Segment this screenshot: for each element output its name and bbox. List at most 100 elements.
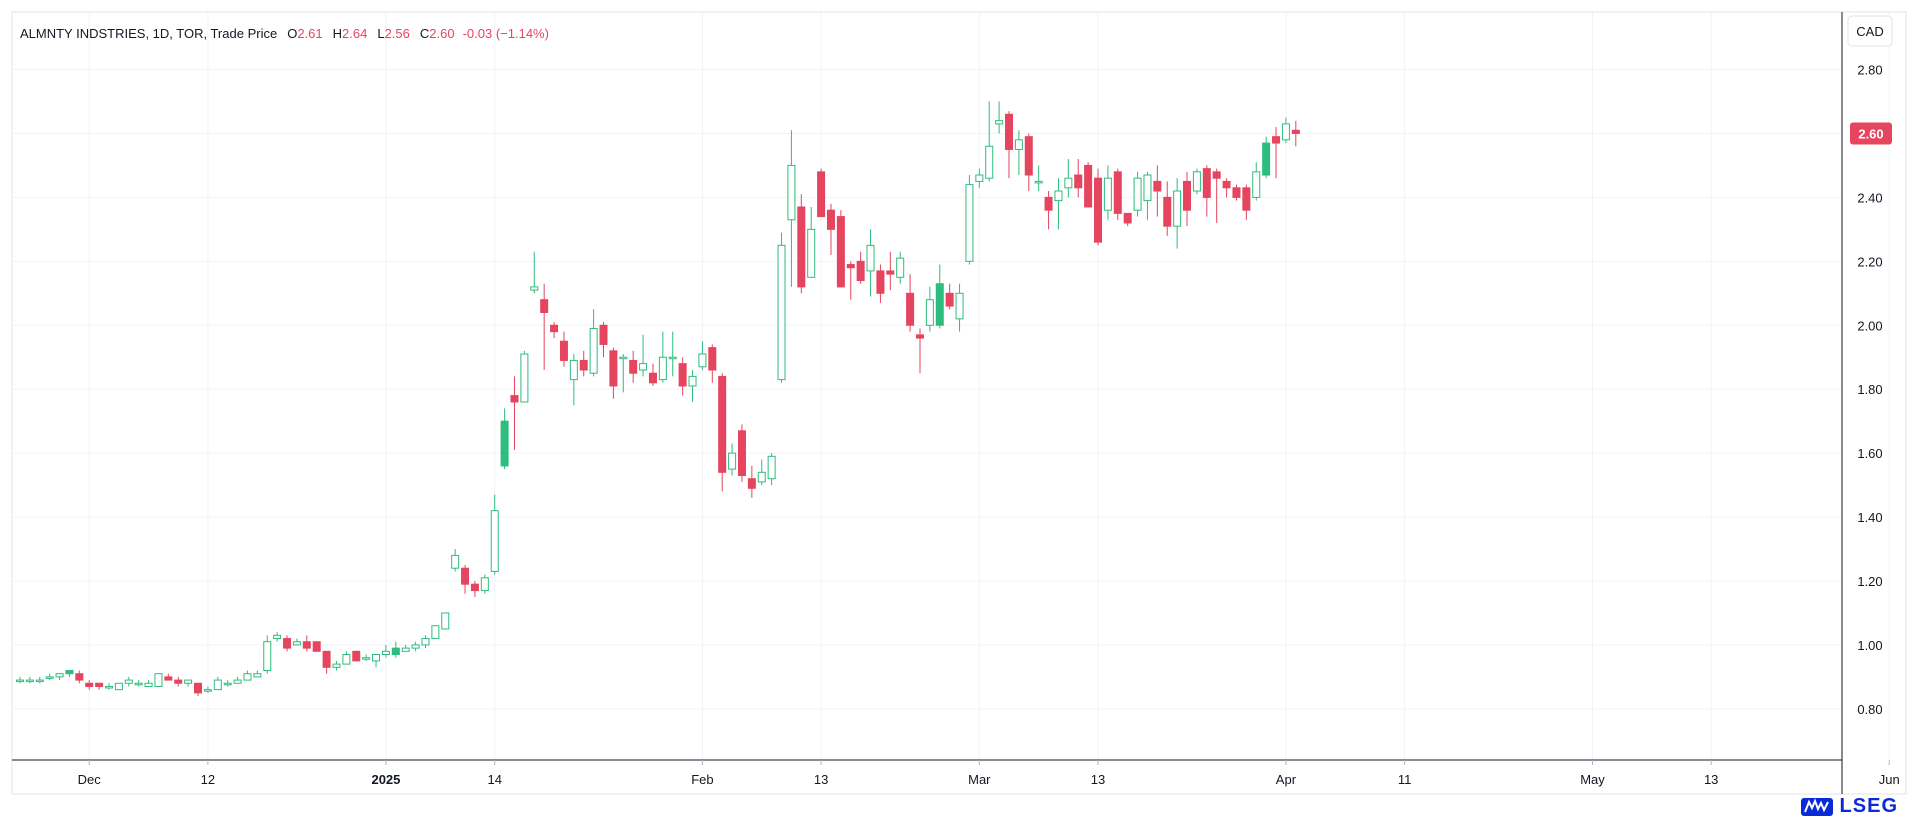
- candle: [391, 641, 400, 658]
- time-axis[interactable]: Dec 12 2025 14 Feb 13 Mar 13 Apr 11 May 13 Jun: [78, 760, 1900, 787]
- price-axis[interactable]: 0.80 1.00 1.20 1.40 1.60 1.80 2.00 2.20 2.40 2.60…: [1857, 63, 1882, 717]
- candle-body: [619, 356, 628, 360]
- candle-body: [1163, 196, 1172, 227]
- candle-body: [510, 395, 519, 403]
- candle: [263, 635, 272, 674]
- candle: [965, 175, 974, 265]
- candle-body: [1024, 136, 1033, 176]
- candle-body: [203, 689, 212, 692]
- candle-body: [648, 372, 657, 384]
- candle: [569, 354, 578, 406]
- candle-body: [1242, 187, 1251, 211]
- candle-body: [1133, 177, 1142, 211]
- candle-body: [105, 685, 114, 689]
- candle: [65, 669, 74, 677]
- candle-body: [985, 145, 994, 179]
- candle: [342, 651, 351, 665]
- candle-body: [589, 327, 598, 374]
- candle-body: [194, 682, 203, 694]
- candle-body: [342, 654, 351, 665]
- close-value: 2.60: [429, 26, 454, 41]
- candle-body: [1192, 171, 1201, 192]
- candle: [836, 210, 845, 288]
- candle: [381, 644, 390, 658]
- candle: [1183, 171, 1192, 227]
- candle: [352, 650, 361, 662]
- price-tick-label: 1.80: [1857, 382, 1882, 397]
- candle: [777, 232, 786, 383]
- outer-border: [11, 11, 1907, 795]
- candle-body: [728, 452, 737, 470]
- candle-body: [1173, 190, 1182, 227]
- candle-body: [1262, 142, 1271, 176]
- candle-body: [372, 654, 381, 662]
- time-tick-label: Dec: [78, 772, 102, 787]
- candle-body: [411, 644, 420, 649]
- candle: [114, 682, 123, 691]
- candle-body: [85, 682, 94, 687]
- candle: [1094, 168, 1103, 246]
- candle: [1113, 168, 1122, 220]
- candle-body: [362, 657, 371, 660]
- candle-body: [1064, 177, 1073, 189]
- candle-body: [75, 673, 84, 681]
- candle: [718, 373, 727, 492]
- candle-body: [1074, 174, 1083, 189]
- candle-body: [1291, 129, 1300, 134]
- candle-body: [1034, 180, 1043, 184]
- candle-body: [826, 209, 835, 230]
- candle-body: [1232, 187, 1241, 198]
- candle: [698, 341, 707, 371]
- candle-body: [352, 650, 361, 662]
- time-tick-label: Feb: [691, 772, 713, 787]
- candle: [25, 676, 34, 684]
- candle: [589, 309, 598, 377]
- candle-body: [757, 471, 766, 483]
- candle: [737, 424, 746, 482]
- candle: [1133, 171, 1142, 217]
- price-tick-label: 0.80: [1857, 702, 1882, 717]
- currency-badge[interactable]: CAD: [1847, 15, 1893, 47]
- last-price-tag: 2.60: [1850, 122, 1892, 145]
- candle: [826, 203, 835, 255]
- candle: [1163, 181, 1172, 236]
- candle: [451, 549, 460, 572]
- candle: [915, 328, 924, 374]
- candle: [401, 644, 410, 652]
- candle: [1222, 178, 1231, 198]
- candle: [658, 331, 667, 383]
- candle-body: [263, 641, 272, 671]
- candle: [896, 251, 905, 284]
- candle: [1143, 171, 1152, 220]
- candle: [935, 264, 944, 329]
- candle-body: [945, 292, 954, 307]
- candle: [1064, 159, 1073, 198]
- candle: [619, 354, 628, 393]
- candle: [579, 350, 588, 377]
- candle-body: [431, 625, 440, 640]
- candle-body: [767, 455, 776, 480]
- candle-body: [975, 174, 984, 182]
- lseg-logo-text: LSEG: [1839, 795, 1898, 817]
- candle: [1054, 178, 1063, 230]
- candle-body: [421, 638, 430, 646]
- candle: [184, 679, 193, 687]
- candle: [629, 350, 638, 383]
- candle: [668, 331, 677, 377]
- candle-body: [283, 638, 292, 649]
- price-tick-label: 1.20: [1857, 574, 1882, 589]
- candle: [817, 168, 826, 218]
- symbol-title: ALMNTY INDSTRIES, 1D, TOR, Trade Price: [20, 26, 277, 41]
- candle: [1024, 133, 1033, 192]
- candle-body: [856, 260, 865, 282]
- candle-body: [688, 375, 697, 387]
- candle: [1034, 165, 1043, 192]
- candle-body: [95, 682, 104, 687]
- candle: [530, 251, 539, 294]
- time-tick-label: Apr: [1276, 772, 1297, 787]
- candle: [906, 274, 915, 332]
- price-tick-label: 1.40: [1857, 510, 1882, 525]
- candle-body: [65, 669, 74, 675]
